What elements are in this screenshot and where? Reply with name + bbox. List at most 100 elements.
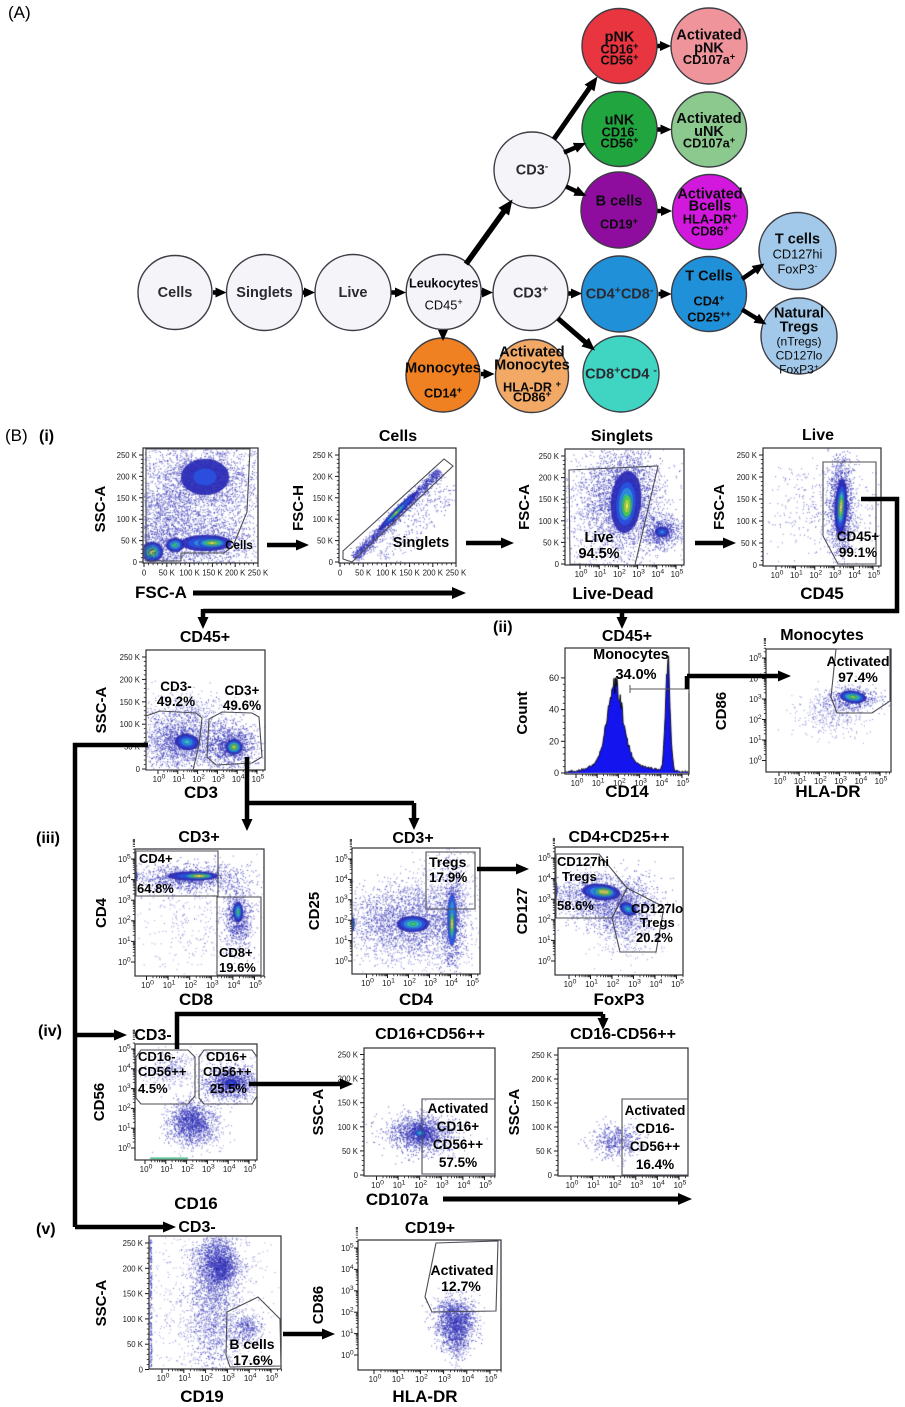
svg-text:CD56++: CD56++ bbox=[630, 1139, 680, 1154]
svg-text:100: 100 bbox=[771, 570, 784, 580]
svg-text:CD127: CD127 bbox=[514, 888, 531, 935]
svg-text:50 K: 50 K bbox=[543, 538, 560, 547]
svg-text:102: 102 bbox=[609, 1180, 622, 1190]
svg-text:(i): (i) bbox=[39, 428, 54, 445]
svg-text:100 K: 100 K bbox=[532, 1123, 553, 1132]
svg-text:17.9%: 17.9% bbox=[429, 870, 467, 885]
svg-text:150 K: 150 K bbox=[539, 495, 560, 504]
svg-text:Activated: Activated bbox=[625, 1103, 686, 1118]
svg-text:94.5%: 94.5% bbox=[578, 546, 619, 562]
svg-text:104: 104 bbox=[650, 979, 663, 989]
svg-text:64.8%: 64.8% bbox=[137, 881, 174, 896]
svg-text:(iv): (iv) bbox=[38, 1023, 62, 1040]
svg-text:101: 101 bbox=[794, 776, 807, 786]
svg-text:100: 100 bbox=[141, 980, 154, 990]
svg-text:(B): (B) bbox=[5, 426, 28, 445]
svg-text:102: 102 bbox=[607, 979, 620, 989]
svg-text:(v): (v) bbox=[36, 1221, 56, 1238]
svg-text:FSC-A: FSC-A bbox=[711, 484, 728, 530]
svg-text:HLA-DR: HLA-DR bbox=[392, 1387, 457, 1406]
svg-text:102: 102 bbox=[538, 914, 551, 924]
svg-text:100: 100 bbox=[341, 1349, 354, 1359]
svg-text:200 K: 200 K bbox=[423, 569, 444, 578]
svg-text:CD127lo: CD127lo bbox=[631, 901, 683, 916]
svg-text:CD56++: CD56++ bbox=[433, 1137, 483, 1152]
svg-text:100: 100 bbox=[118, 1142, 131, 1152]
svg-text:FoxP3-: FoxP3- bbox=[777, 261, 817, 276]
svg-text:104: 104 bbox=[461, 1374, 474, 1384]
svg-text:Monocytes: Monocytes bbox=[494, 358, 570, 374]
svg-text:Monocytes: Monocytes bbox=[593, 647, 669, 663]
svg-text:100 K: 100 K bbox=[123, 1315, 144, 1324]
svg-text:104: 104 bbox=[228, 980, 241, 990]
svg-text:CD19: CD19 bbox=[180, 1387, 223, 1406]
svg-text:CD3-: CD3- bbox=[516, 162, 549, 179]
svg-text:CD45+: CD45+ bbox=[837, 529, 880, 544]
svg-text:104: 104 bbox=[118, 874, 131, 884]
svg-text:CD56+: CD56+ bbox=[600, 135, 638, 150]
svg-text:101: 101 bbox=[392, 1374, 405, 1384]
svg-text:103: 103 bbox=[206, 980, 219, 990]
svg-text:100 K: 100 K bbox=[120, 720, 141, 729]
svg-text:CD45: CD45 bbox=[800, 584, 843, 603]
svg-text:CD16-: CD16- bbox=[602, 124, 638, 139]
svg-text:105: 105 bbox=[252, 774, 265, 784]
svg-text:200 K: 200 K bbox=[225, 569, 246, 578]
svg-text:100 K: 100 K bbox=[338, 1123, 359, 1132]
svg-text:Activated: Activated bbox=[499, 345, 564, 361]
svg-text:104: 104 bbox=[244, 1373, 257, 1383]
svg-text:200 K: 200 K bbox=[737, 473, 758, 482]
svg-text:Activated: Activated bbox=[676, 28, 741, 44]
svg-text:Activated: Activated bbox=[428, 1101, 489, 1116]
svg-text:101: 101 bbox=[341, 1328, 354, 1338]
svg-text:102: 102 bbox=[118, 915, 131, 925]
svg-text:20: 20 bbox=[549, 736, 559, 746]
svg-text:CD4: CD4 bbox=[399, 990, 434, 1009]
svg-text:SSC-A: SSC-A bbox=[93, 1279, 110, 1326]
svg-text:uNK: uNK bbox=[694, 124, 724, 140]
svg-text:150 K: 150 K bbox=[123, 1290, 144, 1299]
svg-text:SSC-A: SSC-A bbox=[93, 686, 110, 733]
svg-text:CD3+: CD3+ bbox=[392, 830, 433, 847]
svg-text:250 K: 250 K bbox=[248, 569, 269, 578]
svg-text:103: 103 bbox=[118, 895, 131, 905]
svg-text:102: 102 bbox=[200, 1373, 213, 1383]
svg-text:0: 0 bbox=[329, 558, 334, 567]
svg-text:CD19+: CD19+ bbox=[405, 1220, 455, 1237]
svg-text:50 K: 50 K bbox=[536, 1147, 553, 1156]
svg-text:102: 102 bbox=[814, 776, 827, 786]
svg-text:103: 103 bbox=[749, 693, 762, 703]
svg-text:100: 100 bbox=[575, 569, 588, 579]
svg-text:(nTregs): (nTregs) bbox=[777, 335, 822, 349]
svg-text:103: 103 bbox=[538, 894, 551, 904]
svg-text:HLA-DR+: HLA-DR+ bbox=[683, 211, 737, 226]
svg-text:104: 104 bbox=[652, 1180, 665, 1190]
svg-text:100: 100 bbox=[335, 955, 348, 965]
svg-text:Activated: Activated bbox=[677, 187, 742, 203]
svg-text:100: 100 bbox=[157, 1373, 170, 1383]
svg-text:250 K: 250 K bbox=[313, 451, 334, 460]
svg-text:104: 104 bbox=[538, 873, 551, 883]
svg-text:104: 104 bbox=[848, 570, 861, 580]
svg-text:100 K: 100 K bbox=[179, 569, 200, 578]
svg-text:57.5%: 57.5% bbox=[439, 1155, 477, 1170]
svg-text:101: 101 bbox=[790, 570, 803, 580]
svg-text:104: 104 bbox=[651, 569, 664, 579]
svg-text:103: 103 bbox=[834, 776, 847, 786]
svg-text:34.0%: 34.0% bbox=[615, 667, 656, 683]
svg-text:103: 103 bbox=[628, 979, 641, 989]
svg-text:102: 102 bbox=[335, 915, 348, 925]
svg-text:200 K: 200 K bbox=[338, 1075, 359, 1084]
svg-text:100: 100 bbox=[369, 1374, 382, 1384]
svg-text:104: 104 bbox=[223, 1164, 236, 1174]
svg-text:101: 101 bbox=[594, 569, 607, 579]
svg-text:Tregs: Tregs bbox=[640, 915, 675, 930]
svg-text:102: 102 bbox=[403, 978, 416, 988]
svg-text:CD25++: CD25++ bbox=[687, 309, 730, 324]
svg-text:CD3-: CD3- bbox=[160, 679, 192, 694]
svg-text:(iii): (iii) bbox=[36, 830, 60, 847]
svg-text:CD56++: CD56++ bbox=[138, 1064, 187, 1079]
svg-text:100 K: 100 K bbox=[539, 517, 560, 526]
svg-text:CD127hi: CD127hi bbox=[557, 854, 609, 869]
svg-text:FoxP3: FoxP3 bbox=[593, 990, 644, 1009]
